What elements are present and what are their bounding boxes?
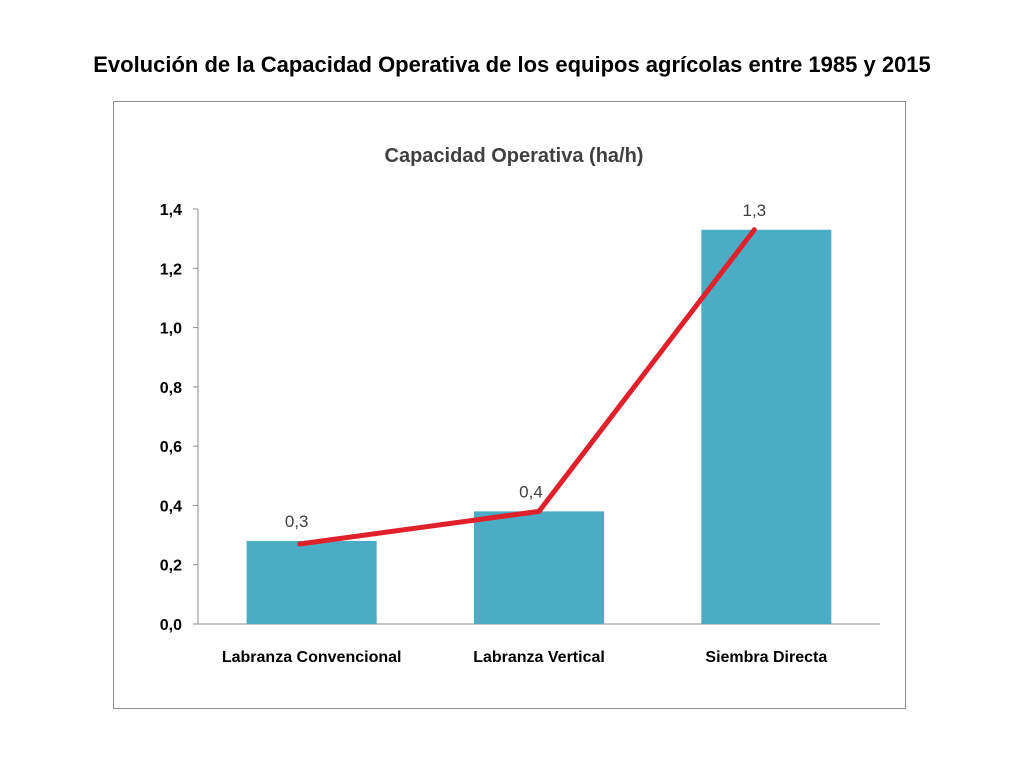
data-labels: Labranza Convencional Labranza Vertical Si… — [222, 201, 827, 666]
slide-title: Evolución de la Capacidad Operativa de l… — [93, 52, 931, 77]
x-category-label: Siembra Directa — [705, 649, 827, 666]
bar — [701, 229, 832, 624]
bar — [246, 541, 377, 624]
y-tick-label: 0,2 — [160, 558, 182, 575]
y-tick-label: 1,0 — [160, 321, 182, 338]
y-tick-label: 0,4 — [160, 498, 182, 515]
y-tick-label: 0,8 — [160, 380, 182, 397]
chart-title: Capacidad Operativa (ha/h) — [385, 145, 644, 167]
bar-chart: Capacidad Operativa (ha/h) 0,0 0,2 0,4 0,6 0… — [160, 145, 880, 666]
y-tick-label: 1,4 — [160, 202, 182, 219]
bar-series — [246, 229, 832, 624]
data-label: 1,3 — [743, 201, 767, 220]
y-tick-label: 0,6 — [160, 439, 182, 456]
y-tick-label: 0,0 — [160, 617, 182, 634]
data-label: 0,3 — [285, 512, 309, 531]
trend-line-series — [297, 227, 757, 547]
bar — [474, 511, 604, 624]
x-category-label: Labranza Vertical — [473, 649, 605, 666]
trend-line — [297, 227, 757, 547]
y-tick-label: 1,2 — [160, 261, 182, 278]
chart-frame: Capacidad Operativa (ha/h) 0,0 0,2 0,4 0,6 0… — [113, 101, 906, 709]
x-category-label: Labranza Convencional — [222, 649, 402, 666]
data-label: 0,4 — [519, 482, 543, 501]
